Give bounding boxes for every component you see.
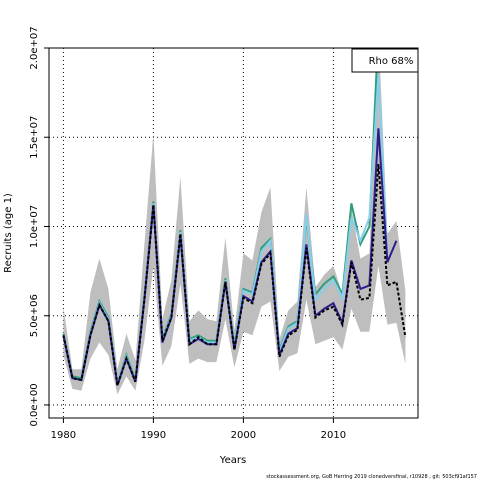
y-tick-label: 2.0e+07 [29,26,40,69]
y-tick-label: 0.0e+00 [29,383,40,426]
y-tick-label: 1.5e+07 [29,116,40,159]
x-tick-label: 1980 [51,430,76,441]
y-tick-label: 5.0e+06 [29,294,40,337]
footer: stockassessment.org, GoB Herring 2019 cl… [266,474,477,480]
x-tick-label: 1990 [141,430,166,441]
y-axis-label: Recruits (age 1) [3,193,14,273]
x-tick-label: 2010 [321,430,346,441]
confidence-band [63,48,406,395]
plot-frame [48,47,419,419]
annotation-box [351,48,419,73]
x-axis-label: Years [219,455,246,466]
annotation: Rho 68% [369,56,414,67]
x-tick-label: 2000 [231,430,256,441]
series-line [62,163,407,386]
y-tick-label: 1.0e+07 [29,205,40,248]
plot-area [49,48,418,418]
